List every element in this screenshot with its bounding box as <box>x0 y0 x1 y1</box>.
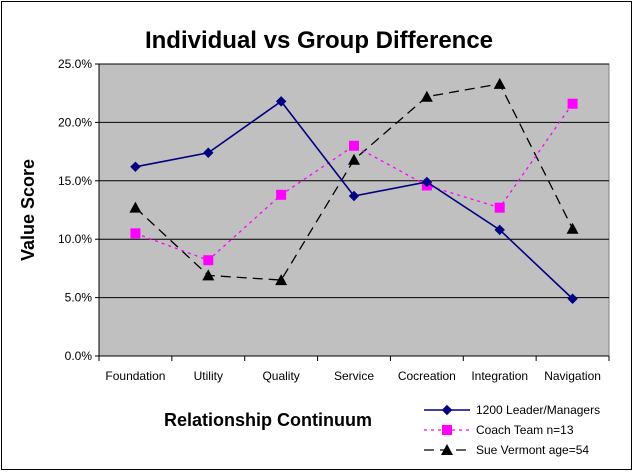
data-point <box>493 77 506 89</box>
data-point <box>129 201 142 213</box>
data-point <box>567 293 578 304</box>
plot-area: 0.0% 5.0% 10.0% 15.0% 20.0% 25.0% Foundation Ut… <box>58 57 610 383</box>
y-tick-label: 20.0% <box>58 115 92 129</box>
y-tick-label: 0.0% <box>65 349 93 363</box>
data-point <box>567 98 578 109</box>
legend-label: 1200 Leader/Managers <box>476 403 600 417</box>
data-point <box>349 140 359 151</box>
legend-label: Sue Vermont age=54 <box>476 443 589 457</box>
data-point <box>203 255 214 266</box>
series-3 <box>129 77 579 286</box>
y-tick-label: 5.0% <box>65 291 93 305</box>
data-point <box>566 222 579 234</box>
data-point <box>420 90 433 102</box>
y-tick-label: 25.0% <box>58 57 92 71</box>
legend-entry: 1200 Leader/Managers <box>424 403 600 417</box>
y-axis-title: Value Score <box>18 159 38 261</box>
x-tick-label: Foundation <box>105 369 165 383</box>
x-axis-title: Relationship Continuum <box>164 410 372 430</box>
data-point <box>275 274 288 286</box>
data-point <box>348 190 360 202</box>
x-tick-label: Quality <box>262 369 299 383</box>
legend-marker <box>441 444 453 455</box>
legend-marker <box>441 404 453 416</box>
x-tick-label: Service <box>334 369 374 383</box>
legend: 1200 Leader/Managers Coach Team n=13 Sue V… <box>424 403 600 457</box>
legend-entry: Coach Team n=13 <box>424 423 574 437</box>
data-point <box>275 96 287 107</box>
data-point <box>202 269 215 281</box>
legend-entry: Sue Vermont age=54 <box>424 443 589 457</box>
y-tick-label: 15.0% <box>58 174 92 188</box>
data-point <box>130 228 141 239</box>
data-point <box>494 224 505 236</box>
data-point <box>130 161 141 172</box>
series-1 <box>130 96 578 304</box>
data-point <box>421 176 433 188</box>
plot-background <box>98 63 610 357</box>
data-point <box>348 153 360 165</box>
x-tick-label: Utility <box>194 369 223 383</box>
legend-marker <box>442 425 452 435</box>
legend-label: Coach Team n=13 <box>476 423 574 437</box>
data-point <box>494 202 505 213</box>
data-point <box>276 189 287 200</box>
chart-title: Individual vs Group Difference <box>145 27 493 54</box>
x-tick-label: Navigation <box>544 369 601 383</box>
y-tick-label: 10.0% <box>58 232 92 246</box>
x-tick-label: Integration <box>471 369 528 383</box>
x-tick-label: Cocreation <box>398 369 456 383</box>
data-point <box>203 147 214 158</box>
